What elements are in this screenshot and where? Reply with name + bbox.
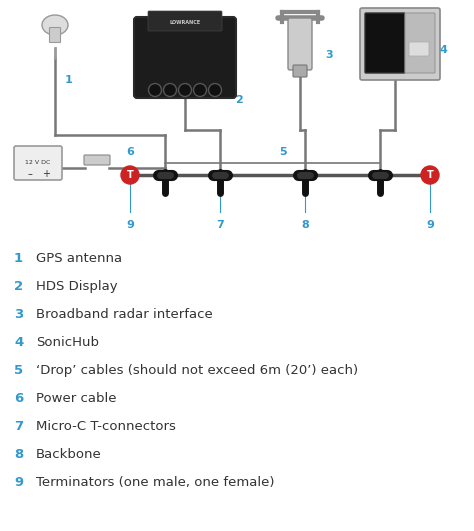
FancyBboxPatch shape — [84, 155, 110, 165]
Text: T: T — [427, 170, 433, 180]
Text: 9: 9 — [426, 220, 434, 230]
Text: 12 V DC: 12 V DC — [25, 160, 51, 166]
Text: 1: 1 — [14, 252, 23, 265]
Text: –: – — [27, 169, 32, 179]
Text: 9: 9 — [14, 476, 23, 489]
Text: 8: 8 — [14, 448, 23, 461]
FancyBboxPatch shape — [360, 8, 440, 80]
FancyBboxPatch shape — [134, 17, 236, 98]
FancyBboxPatch shape — [148, 11, 222, 31]
Circle shape — [193, 83, 207, 97]
Circle shape — [421, 166, 439, 184]
Text: HDS Display: HDS Display — [36, 280, 118, 293]
Text: T: T — [127, 170, 133, 180]
Text: +: + — [42, 169, 50, 179]
Circle shape — [209, 83, 221, 97]
Circle shape — [121, 166, 139, 184]
Text: Power cable: Power cable — [36, 392, 117, 405]
Text: Backbone: Backbone — [36, 448, 102, 461]
Text: Broadband radar interface: Broadband radar interface — [36, 308, 213, 321]
Text: 1: 1 — [65, 75, 73, 85]
FancyBboxPatch shape — [49, 28, 61, 42]
Text: 5: 5 — [279, 147, 287, 157]
Text: 4: 4 — [14, 336, 23, 349]
Text: 2: 2 — [14, 280, 23, 293]
FancyBboxPatch shape — [14, 146, 62, 180]
Text: 8: 8 — [301, 220, 309, 230]
Circle shape — [164, 83, 176, 97]
FancyBboxPatch shape — [409, 42, 429, 56]
Ellipse shape — [42, 15, 68, 35]
Text: SonicHub: SonicHub — [36, 336, 99, 349]
Text: 4: 4 — [440, 45, 448, 55]
Text: Terminators (one male, one female): Terminators (one male, one female) — [36, 476, 274, 489]
Text: ‘Drop’ cables (should not exceed 6m (20’) each): ‘Drop’ cables (should not exceed 6m (20’… — [36, 364, 358, 377]
Text: 2: 2 — [235, 95, 243, 105]
Text: 7: 7 — [14, 420, 23, 433]
FancyBboxPatch shape — [293, 65, 307, 77]
Text: GPS antenna: GPS antenna — [36, 252, 122, 265]
FancyBboxPatch shape — [288, 18, 312, 70]
Text: LOWRANCE: LOWRANCE — [169, 20, 201, 24]
FancyBboxPatch shape — [405, 13, 435, 73]
Text: 9: 9 — [126, 220, 134, 230]
Circle shape — [179, 83, 191, 97]
Circle shape — [148, 83, 162, 97]
Text: 7: 7 — [216, 220, 224, 230]
Text: 3: 3 — [14, 308, 23, 321]
Text: 6: 6 — [126, 147, 134, 157]
FancyBboxPatch shape — [365, 13, 405, 73]
Text: 6: 6 — [14, 392, 23, 405]
Text: Micro-C T-connectors: Micro-C T-connectors — [36, 420, 176, 433]
Text: 3: 3 — [325, 50, 333, 60]
Text: 5: 5 — [14, 364, 23, 377]
